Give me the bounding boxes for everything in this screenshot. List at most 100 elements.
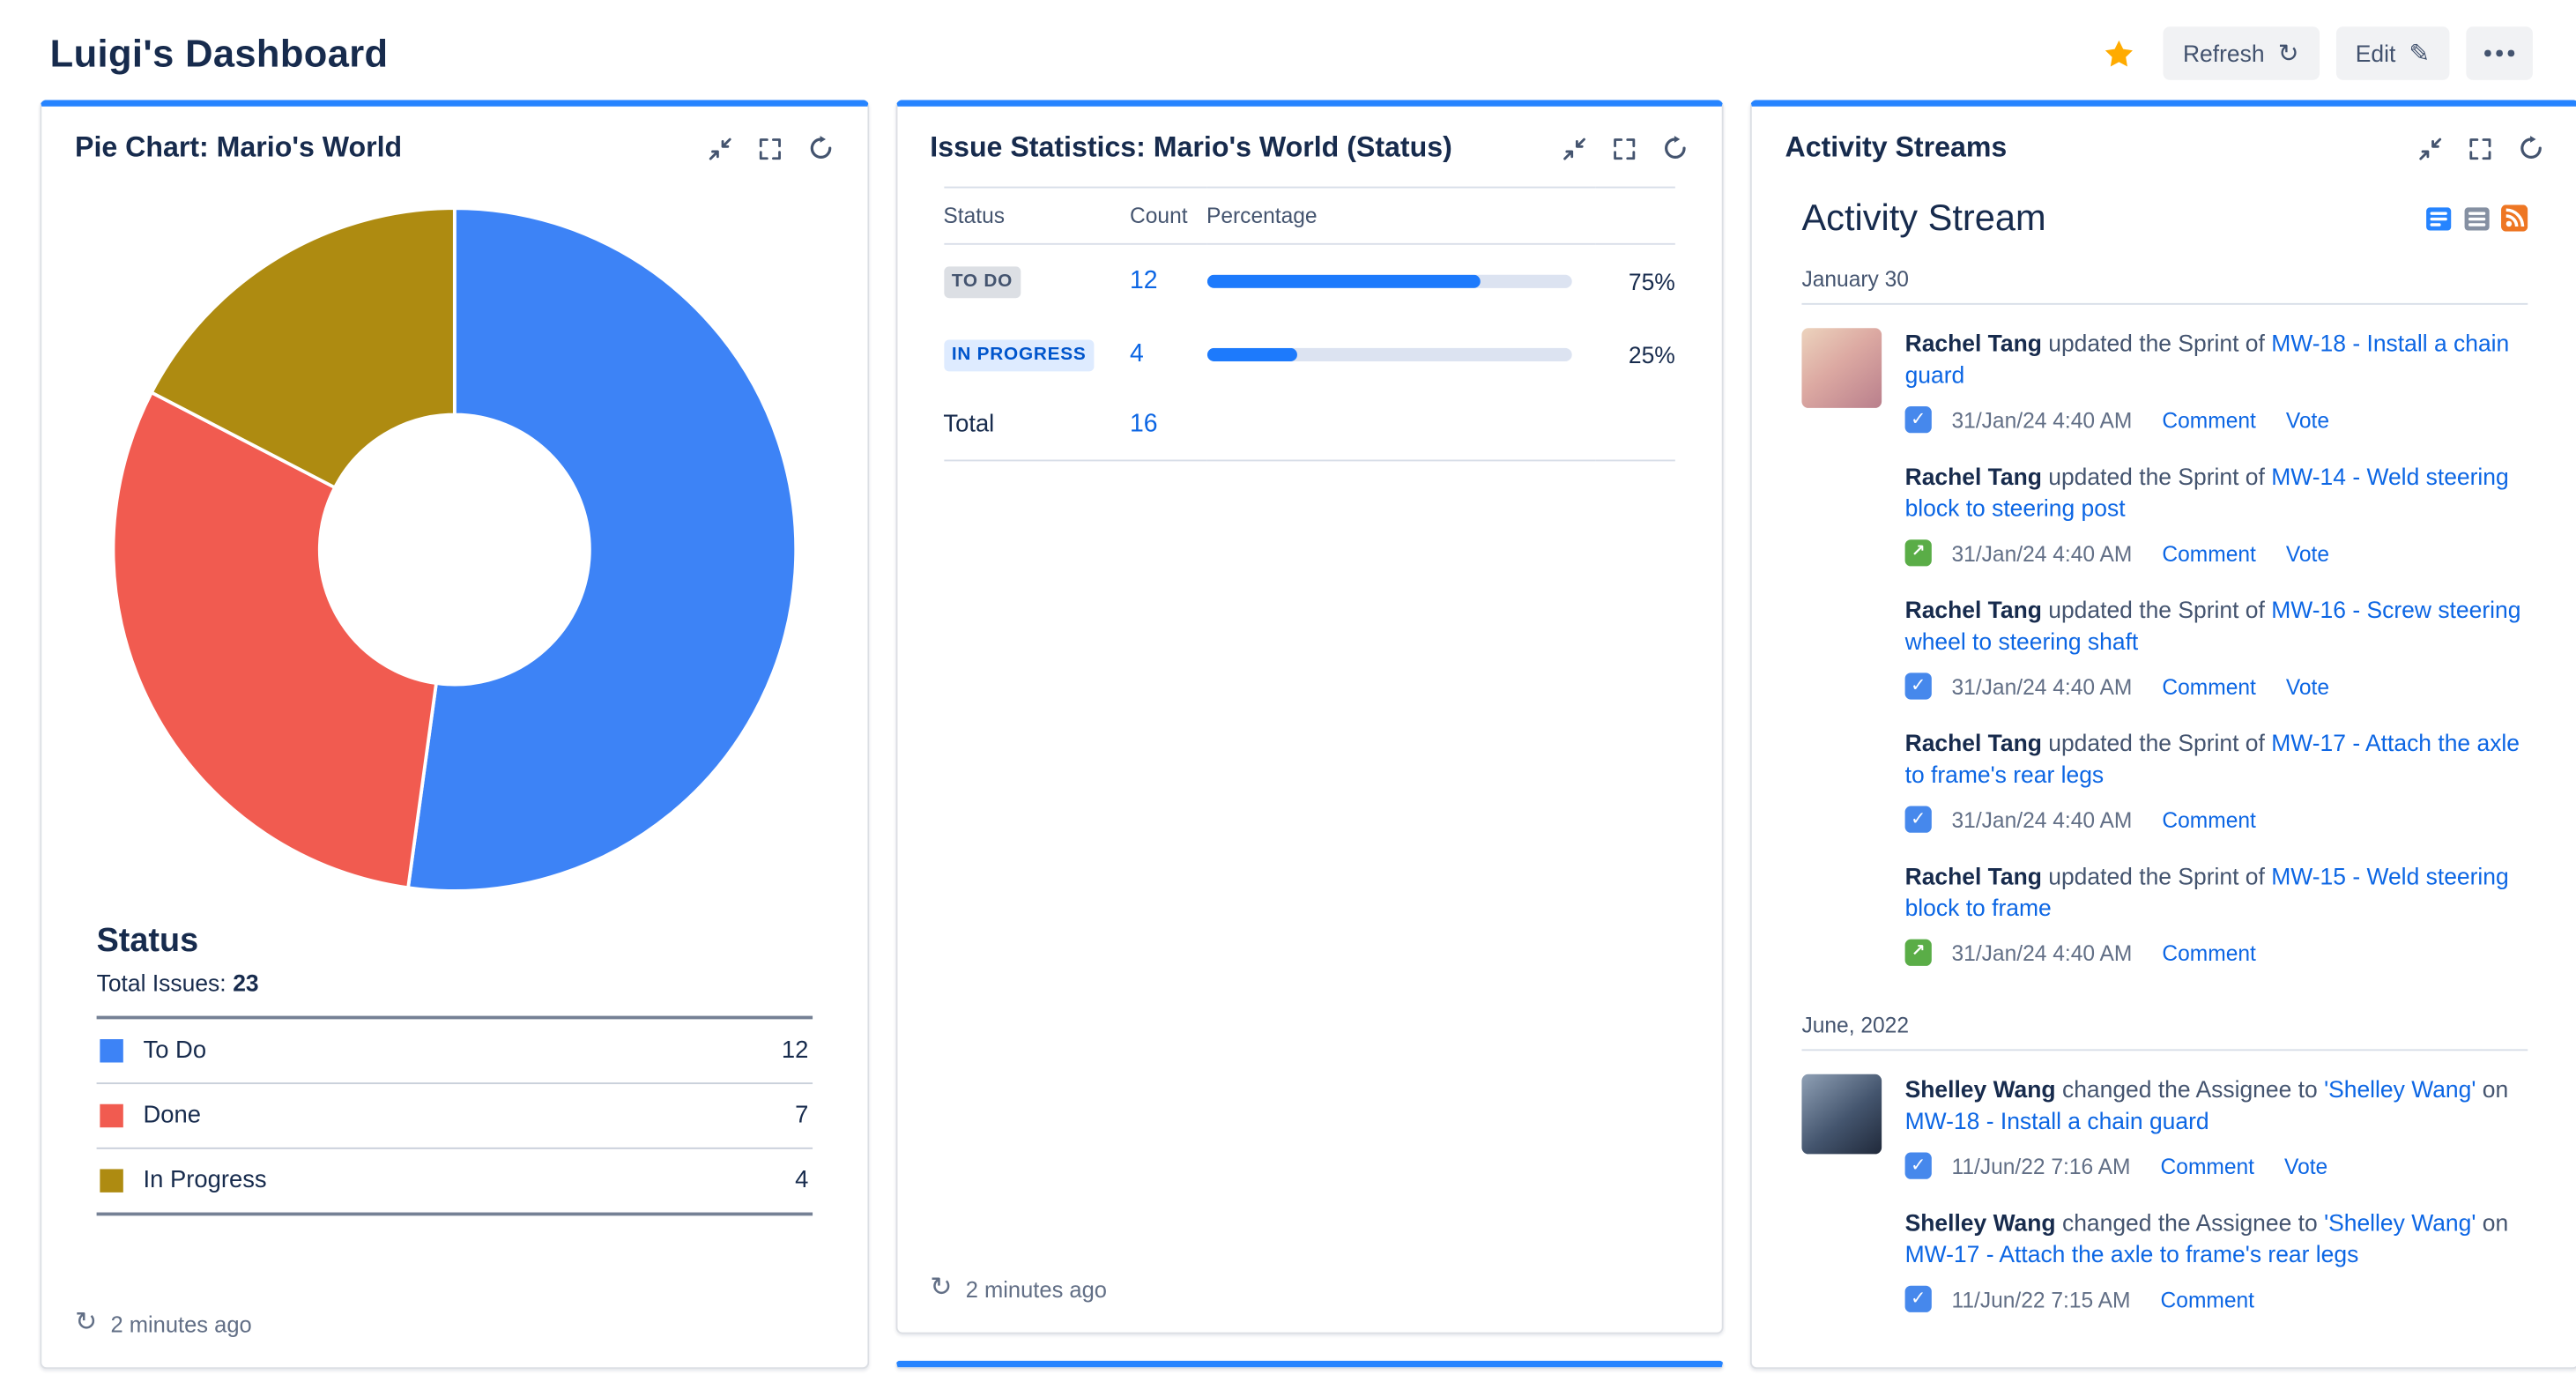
task-type-icon [1904,672,1932,700]
stats-gadget-actions [1562,135,1689,161]
avatar-slot [1801,461,1904,566]
status-count-link[interactable]: 4 [1130,339,1144,369]
more-button[interactable] [2466,26,2533,80]
activity-timestamp: 31/Jan/24 4:40 AM [1951,540,2133,566]
activity-user-name[interactable]: Rachel Tang [1904,729,2042,756]
activity-meta: 31/Jan/24 4:40 AM Comment [1904,806,2528,833]
activity-meta: 31/Jan/24 4:40 AM Comment Vote [1904,406,2528,434]
activity-meta: 11/Jun/22 7:15 AM Comment [1904,1285,2528,1312]
task-type-icon [1904,1152,1932,1179]
activity-timestamp: 11/Jun/22 7:16 AM [1951,1153,2131,1178]
filter-gadget-header: Filter Results: Filter Results [896,1367,1721,1369]
avatar[interactable] [1801,1074,1882,1155]
issue-link[interactable]: MW-15 - Weld steering block to frame [1904,862,2509,921]
assignee-link[interactable]: 'Shelley Wang' [2324,1208,2476,1237]
activity-text: Rachel Tang updated the Sprint of MW-17 … [1904,729,2520,788]
activity-user-name[interactable]: Rachel Tang [1904,330,2042,357]
activity-user-name[interactable]: Shelley Wang [1904,1075,2056,1103]
minimize-gadget-icon[interactable] [2417,136,2442,160]
issue-link[interactable]: MW-17 - Attach the axle to frame's rear … [1904,1240,2359,1267]
rss-icon[interactable] [2500,204,2528,232]
refresh-button[interactable]: Refresh ↻ [2163,26,2320,80]
dashboard-columns: Pie Chart: Mario's World Status Total Is… [0,100,2576,1370]
pie-slice-done[interactable] [111,390,438,890]
refresh-icon[interactable]: ↻ [930,1274,953,1303]
activity-user-name[interactable]: Rachel Tang [1904,463,2042,490]
timeline-view-icon[interactable] [2462,204,2491,232]
activity-user-name[interactable]: Shelley Wang [1904,1208,2056,1237]
gadget-filter-results: Filter Results: Filter Results T Key Sum… [895,1360,1724,1370]
pie-total-issues: Total Issues: 23 [97,970,813,996]
refresh-gadget-icon[interactable] [806,135,833,161]
issue-link[interactable]: MW-17 - Attach the axle to frame's rear … [1904,729,2520,788]
avatar-slot [1801,1207,1904,1312]
maximize-gadget-icon[interactable] [757,136,782,160]
legend-value: 12 [781,1037,809,1065]
header-actions: Refresh ↻ Edit ✎ [2101,26,2533,80]
progress-bar-fill [1206,348,1298,362]
issue-link[interactable]: MW-18 - Install a chain guard [1904,1107,2209,1134]
maximize-gadget-icon[interactable] [2467,136,2491,160]
activity-comment-link[interactable]: Comment [2162,806,2256,832]
activity-comment-link[interactable]: Comment [2160,1286,2255,1311]
legend-label: In Progress [143,1167,267,1194]
activity-vote-link[interactable]: Vote [2285,406,2330,433]
activity-comment-link[interactable]: Comment [2160,1153,2255,1178]
activity-comment-link[interactable]: Comment [2162,940,2256,965]
favorite-star-icon[interactable] [2101,36,2136,71]
activity-item: Rachel Tang updated the Sprint of MW-17 … [1801,728,2527,833]
legend-value: 4 [795,1167,809,1194]
issue-link[interactable]: MW-18 - Install a chain guard [1904,330,2510,389]
activity-gadget-title: Activity Streams [1785,131,2008,164]
legend-color-swatch [100,1103,123,1128]
refresh-icon: ↻ [2277,39,2299,68]
percentage-value: 25% [1628,341,1675,369]
assignee-link[interactable]: 'Shelley Wang' [2324,1075,2476,1103]
last-updated-text: 2 minutes ago [110,1311,252,1337]
pie-slice-to-do[interactable] [405,206,798,893]
pie-slice-in-progress[interactable] [148,206,457,490]
pie-total-label: Total Issues: [96,969,226,996]
activity-text: Shelley Wang changed the Assignee to 'Sh… [1904,1208,2509,1267]
refresh-gadget-icon[interactable] [2517,135,2543,161]
avatar-slot [1801,595,1904,700]
activity-vote-link[interactable]: Vote [2285,673,2330,699]
activity-user-name[interactable]: Rachel Tang [1904,862,2042,889]
minimize-gadget-icon[interactable] [1562,136,1586,160]
edit-button[interactable]: Edit ✎ [2335,26,2450,80]
activity-date-separator: June, 2022 [1801,1002,2528,1051]
pie-chart-info: Status Total Issues: 23 [97,923,813,996]
minimize-gadget-icon[interactable] [707,136,731,160]
activity-item-body: Shelley Wang changed the Assignee to 'Sh… [1904,1074,2528,1179]
refresh-gadget-icon[interactable] [1662,135,1689,161]
maximize-gadget-icon[interactable] [1612,136,1637,160]
progress-bar-fill [1206,274,1481,289]
issue-link[interactable]: MW-16 - Screw steering wheel to steering… [1904,596,2521,655]
activity-item-body: Rachel Tang updated the Sprint of MW-18 … [1904,328,2528,434]
activity-meta: 11/Jun/22 7:16 AM Comment Vote [1904,1152,2528,1179]
issue-link[interactable]: MW-14 - Weld steering block to steering … [1904,463,2509,522]
activity-text: Rachel Tang updated the Sprint of MW-18 … [1904,330,2510,389]
activity-vote-link[interactable]: Vote [2285,540,2330,566]
activity-item-body: Rachel Tang updated the Sprint of MW-17 … [1904,728,2528,833]
status-count-link[interactable]: 12 [1130,266,1158,295]
pie-gadget-title: Pie Chart: Mario's World [75,131,403,164]
stats-total-count-link[interactable]: 16 [1130,410,1158,439]
progress-bar [1206,348,1572,362]
stats-last-updated: ↻ 2 minutes ago [896,1252,1721,1333]
activity-comment-link[interactable]: Comment [2162,540,2256,566]
activity-text: Rachel Tang updated the Sprint of MW-15 … [1904,862,2509,921]
activity-vote-link[interactable]: Vote [2284,1153,2328,1178]
pie-chart-heading: Status [96,922,199,960]
activity-user-name[interactable]: Rachel Tang [1904,596,2042,623]
avatar[interactable] [1801,328,1882,408]
activity-item-body: Shelley Wang changed the Assignee to 'Sh… [1904,1207,2528,1312]
issue-statistics-table: Status Count Percentage TO DO 12 75% IN PRO… [943,186,1675,463]
list-view-icon[interactable] [2424,204,2452,232]
task-type-icon [1904,806,1932,833]
refresh-icon[interactable]: ↻ [75,1309,98,1338]
status-lozenge: IN PROGRESS [943,339,1095,373]
activity-comment-link[interactable]: Comment [2162,673,2256,699]
activity-timestamp: 11/Jun/22 7:15 AM [1951,1286,2131,1311]
activity-comment-link[interactable]: Comment [2162,406,2256,433]
